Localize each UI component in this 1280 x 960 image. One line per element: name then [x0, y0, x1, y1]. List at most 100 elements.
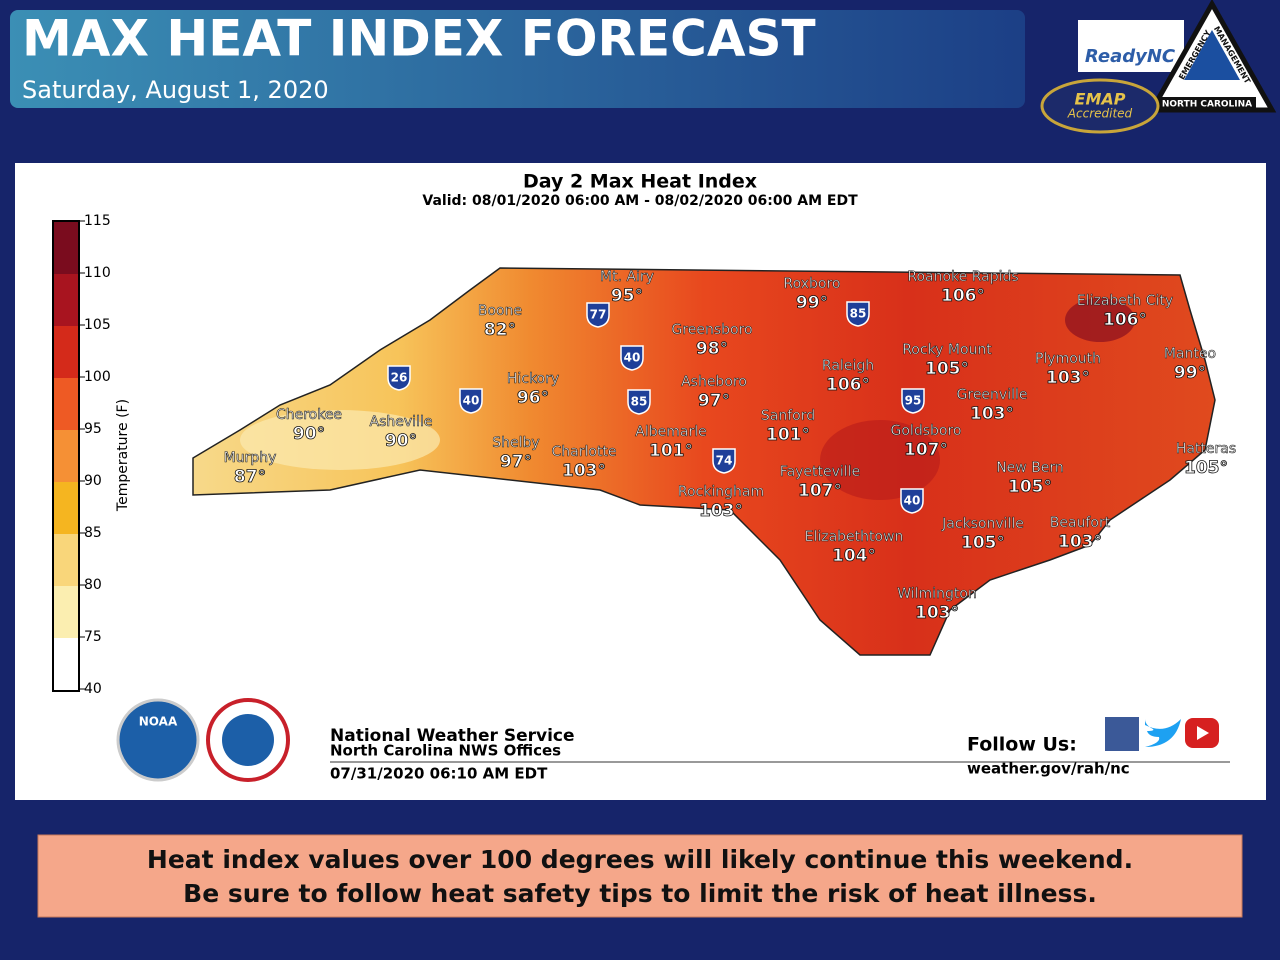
city-value: 103° — [699, 501, 743, 521]
legend-band — [54, 586, 78, 638]
twitter-icon[interactable] — [1145, 719, 1181, 747]
legend-band — [54, 274, 78, 326]
nws-logo-inner — [222, 714, 274, 766]
city-value: 101° — [766, 425, 810, 445]
city-value: 105° — [1008, 477, 1052, 497]
emap-accredited: Accredited — [1067, 107, 1133, 121]
highway-shield — [459, 388, 483, 414]
footer-follow: Follow Us: — [967, 734, 1077, 756]
city-name: Plymouth — [1035, 351, 1101, 367]
city-value: 107° — [798, 481, 842, 501]
legend-band — [54, 482, 78, 534]
em-state: NORTH CAROLINA — [1162, 100, 1252, 110]
city-value: 104° — [832, 546, 876, 566]
highway-number: 77 — [590, 308, 607, 322]
city-name: Raleigh — [822, 358, 874, 374]
highway-number: 40 — [624, 351, 641, 365]
facebook-icon[interactable] — [1105, 717, 1139, 751]
city-name: Mt. Airy — [600, 269, 654, 285]
legend-band — [54, 638, 78, 690]
city-value: 99° — [1174, 363, 1206, 383]
city-value: 95° — [611, 286, 643, 306]
highway-shield — [627, 389, 651, 415]
city-name: Rocky Mount — [902, 342, 992, 358]
city-value: 105° — [961, 533, 1005, 553]
highway-shield — [901, 388, 925, 414]
city-name: Greensboro — [671, 322, 752, 338]
city-value: 90° — [293, 424, 325, 444]
city-name: Hickory — [507, 371, 559, 387]
city-name: Asheville — [370, 414, 433, 430]
header-date: Saturday, August 1, 2020 — [22, 76, 329, 104]
city-value: 101° — [649, 441, 693, 461]
hot-region — [820, 420, 940, 500]
city-name: Greenville — [957, 387, 1028, 403]
city-value: 98° — [696, 339, 728, 359]
footer-issued: 07/31/2020 06:10 AM EDT — [330, 765, 548, 783]
city-name: Elizabeth City — [1077, 293, 1173, 309]
city-value: 82° — [484, 320, 516, 340]
message-box — [37, 834, 1243, 918]
message-line: Heat index values over 100 degrees will … — [147, 845, 1133, 874]
highway-number: 85 — [850, 307, 867, 321]
city-value: 106° — [1103, 310, 1147, 330]
city-name: Wilmington — [897, 586, 977, 602]
city-value: 90° — [385, 431, 417, 451]
city-value: 103° — [970, 404, 1014, 424]
city-value: 105° — [1184, 458, 1228, 478]
city-name: Roanoke Rapids — [907, 269, 1018, 285]
city-name: Jacksonville — [941, 516, 1024, 532]
legend-tick-label: 85 — [84, 525, 102, 541]
footer-offices: North Carolina NWS Offices — [330, 742, 561, 760]
highway-number: 85 — [631, 395, 648, 409]
city-name: Manteo — [1164, 346, 1216, 362]
city-value: 107° — [904, 440, 948, 460]
city-value: 105° — [925, 359, 969, 379]
legend-tick-label: 80 — [84, 577, 102, 593]
footer-url: weather.gov/rah/nc — [967, 760, 1130, 778]
city-value: 99° — [796, 293, 828, 313]
city-name: New Bern — [996, 460, 1064, 476]
readync-logo — [1078, 20, 1184, 72]
highway-number: 40 — [904, 494, 921, 508]
youtube-play — [1197, 726, 1209, 740]
city-name: Fayetteville — [780, 464, 860, 480]
city-value: 103° — [562, 461, 606, 481]
legend-band — [54, 534, 78, 586]
legend-band — [54, 378, 78, 430]
legend-frame — [52, 220, 80, 692]
city-value: 87° — [234, 467, 266, 487]
map-valid: Valid: 08/01/2020 06:00 AM - 08/02/2020 … — [422, 193, 858, 209]
legend-tick-label: 115 — [84, 213, 111, 229]
legend-band — [54, 326, 78, 378]
city-name: Beaufort — [1050, 515, 1111, 531]
city-name: Boone — [478, 303, 522, 319]
emap-logo — [1040, 78, 1160, 134]
state-shape — [192, 267, 1216, 656]
city-name: Cherokee — [276, 407, 342, 423]
readync-text: ReadyNC — [1085, 46, 1176, 67]
city-name: Hatteras — [1176, 441, 1236, 457]
city-name: Goldsboro — [891, 423, 962, 439]
header-title: MAX HEAT INDEX FORECAST — [22, 10, 816, 68]
city-value: 103° — [915, 603, 959, 623]
city-name: Rockingham — [678, 484, 764, 500]
city-name: Albemarle — [635, 424, 706, 440]
city-name: Roxboro — [784, 276, 841, 292]
city-name: Charlotte — [551, 444, 616, 460]
noaa-logo — [116, 698, 200, 782]
city-name: Elizabethtown — [805, 529, 904, 545]
map-title: Day 2 Max Heat Index — [523, 171, 757, 193]
legend-band — [54, 222, 78, 274]
cool-region — [240, 410, 440, 470]
legend-tick-label: 110 — [84, 265, 111, 281]
city-name: Sanford — [761, 408, 815, 424]
highway-shield — [846, 301, 870, 327]
highway-number: 95 — [905, 394, 922, 408]
city-name: Asheboro — [681, 374, 747, 390]
highway-number: 74 — [716, 454, 733, 468]
highway-number: 26 — [391, 371, 408, 385]
highway-shield — [900, 488, 924, 514]
